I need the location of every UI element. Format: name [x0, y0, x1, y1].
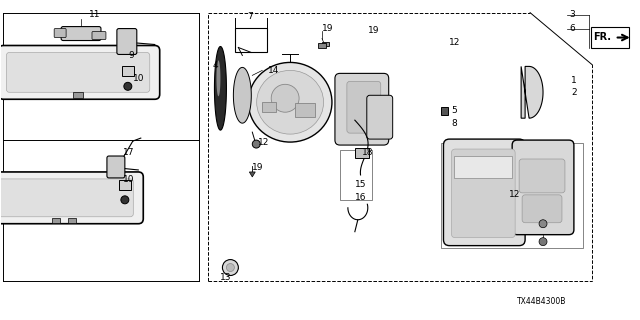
Bar	[442, 107, 449, 115]
Text: 16: 16	[355, 193, 366, 202]
FancyBboxPatch shape	[0, 179, 133, 217]
FancyBboxPatch shape	[61, 27, 101, 41]
Text: 11: 11	[89, 10, 100, 19]
Text: 10: 10	[133, 74, 144, 83]
Text: 15: 15	[355, 180, 366, 189]
Text: TX44B4300B: TX44B4300B	[517, 297, 566, 306]
Text: 18: 18	[362, 148, 373, 156]
Polygon shape	[216, 60, 220, 96]
Text: 10: 10	[123, 175, 134, 184]
Circle shape	[539, 238, 547, 246]
FancyBboxPatch shape	[6, 52, 150, 92]
Bar	[355, 148, 369, 158]
FancyBboxPatch shape	[335, 73, 388, 145]
Circle shape	[227, 264, 234, 271]
Bar	[591, 27, 628, 49]
Circle shape	[223, 260, 238, 276]
FancyBboxPatch shape	[451, 149, 515, 238]
Text: 1: 1	[571, 76, 577, 85]
Circle shape	[271, 84, 299, 112]
Bar	[322, 42, 329, 46]
Text: 4: 4	[213, 61, 218, 70]
Text: 6: 6	[569, 24, 575, 33]
Text: 5: 5	[451, 106, 457, 115]
Text: 19: 19	[322, 24, 333, 33]
Bar	[236, 28, 268, 52]
Text: 12: 12	[449, 38, 461, 47]
Polygon shape	[214, 46, 227, 130]
FancyBboxPatch shape	[0, 172, 143, 224]
Text: 3: 3	[569, 10, 575, 19]
Circle shape	[121, 196, 129, 204]
Text: 12: 12	[509, 190, 520, 199]
Bar	[340, 150, 372, 200]
Text: FR.: FR.	[593, 32, 611, 42]
FancyBboxPatch shape	[107, 156, 125, 178]
Text: 17: 17	[123, 148, 134, 156]
Ellipse shape	[257, 70, 324, 134]
Bar	[318, 43, 326, 49]
FancyBboxPatch shape	[522, 195, 562, 223]
Bar	[52, 218, 60, 223]
Bar	[68, 218, 76, 223]
Circle shape	[252, 140, 260, 148]
Text: 2: 2	[571, 88, 577, 97]
FancyBboxPatch shape	[117, 28, 137, 54]
Bar	[122, 67, 134, 76]
Ellipse shape	[248, 62, 332, 142]
FancyBboxPatch shape	[519, 159, 565, 193]
Text: 8: 8	[451, 119, 457, 128]
Text: 19: 19	[368, 26, 380, 35]
Text: 7: 7	[248, 12, 253, 21]
Bar	[295, 103, 315, 117]
FancyBboxPatch shape	[512, 140, 574, 235]
FancyBboxPatch shape	[0, 45, 160, 99]
Text: 14: 14	[268, 66, 280, 75]
Bar	[262, 102, 276, 112]
FancyBboxPatch shape	[347, 81, 381, 133]
Text: 19: 19	[252, 164, 264, 172]
Bar	[454, 156, 512, 178]
FancyBboxPatch shape	[92, 32, 106, 40]
FancyBboxPatch shape	[444, 139, 525, 246]
Text: 12: 12	[259, 138, 269, 147]
Circle shape	[539, 220, 547, 228]
Polygon shape	[250, 172, 255, 177]
Bar	[442, 143, 583, 248]
Circle shape	[124, 82, 132, 90]
Bar	[73, 92, 83, 98]
Text: 9: 9	[129, 51, 134, 60]
FancyBboxPatch shape	[367, 95, 393, 139]
Text: 13: 13	[220, 273, 231, 282]
Bar	[119, 180, 131, 190]
FancyBboxPatch shape	[54, 28, 66, 37]
Polygon shape	[234, 68, 252, 123]
Polygon shape	[521, 67, 543, 118]
